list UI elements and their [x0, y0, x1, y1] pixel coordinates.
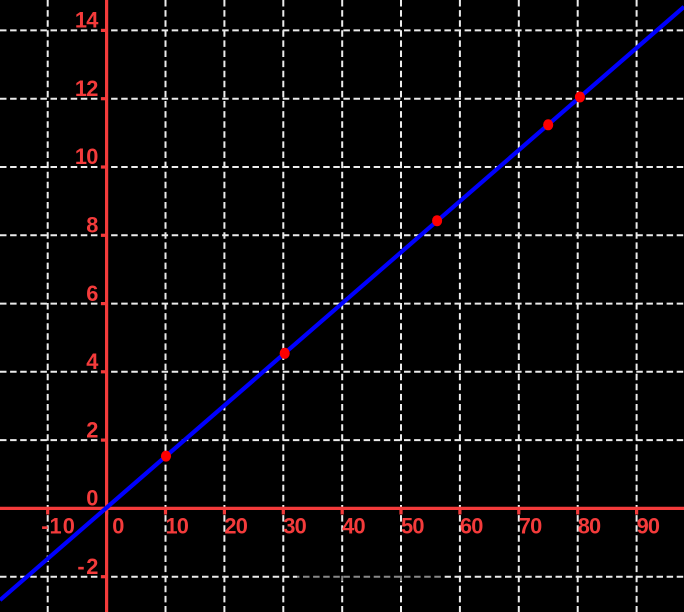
svg-text:0: 0	[63, 514, 75, 539]
svg-text:2: 2	[86, 76, 98, 101]
svg-text:1: 1	[50, 514, 62, 539]
svg-text:8: 8	[578, 514, 590, 539]
svg-text:6: 6	[460, 514, 472, 539]
svg-text:2: 2	[86, 554, 98, 579]
svg-text:-: -	[41, 514, 48, 539]
svg-text:1: 1	[75, 8, 87, 33]
svg-text:1: 1	[75, 76, 87, 101]
svg-text:0: 0	[86, 486, 98, 511]
svg-text:0: 0	[471, 514, 483, 539]
svg-text:0: 0	[86, 144, 98, 169]
svg-text:6: 6	[86, 281, 98, 306]
svg-text:1: 1	[165, 514, 177, 539]
svg-text:4: 4	[342, 514, 354, 539]
svg-text:0: 0	[530, 514, 542, 539]
svg-text:1: 1	[75, 144, 87, 169]
svg-text:7: 7	[519, 514, 531, 539]
svg-text:4: 4	[86, 8, 98, 33]
svg-text:5: 5	[401, 514, 413, 539]
svg-text:0: 0	[236, 514, 248, 539]
svg-text:0: 0	[353, 514, 365, 539]
svg-text:0: 0	[648, 514, 660, 539]
svg-text:0: 0	[412, 514, 424, 539]
svg-text:-: -	[77, 554, 84, 579]
svg-text:0: 0	[295, 514, 307, 539]
svg-text:3: 3	[283, 514, 295, 539]
svg-text:0: 0	[112, 514, 124, 539]
svg-text:4: 4	[86, 349, 98, 374]
svg-text:0: 0	[177, 514, 189, 539]
svg-text:2: 2	[224, 514, 236, 539]
svg-text:9: 9	[637, 514, 649, 539]
svg-text:8: 8	[86, 213, 98, 238]
svg-text:0: 0	[589, 514, 601, 539]
svg-text:2: 2	[86, 417, 98, 442]
